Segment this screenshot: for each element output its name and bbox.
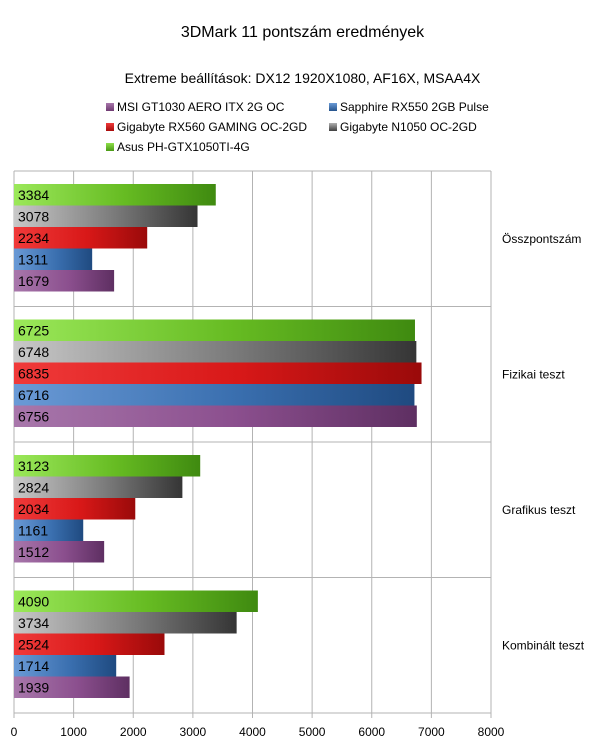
legend-swatch-icon xyxy=(329,103,337,111)
bar-value-label: 6748 xyxy=(18,344,49,360)
bar-value-label: 1161 xyxy=(18,522,48,538)
bar-value-label: 3384 xyxy=(18,187,49,203)
legend-item-msi-gt1030: MSI GT1030 AERO ITX 2G OC xyxy=(106,100,284,114)
bar-value-label: 2524 xyxy=(18,636,49,652)
x-tick-label: 8000 xyxy=(478,725,505,739)
bar xyxy=(14,341,417,363)
bar xyxy=(14,633,165,655)
x-tick-label: 2000 xyxy=(120,725,147,739)
bar xyxy=(14,362,422,384)
legend-swatch-icon xyxy=(329,123,337,131)
bar xyxy=(14,405,417,427)
bar xyxy=(14,655,117,677)
bar xyxy=(14,455,201,477)
category-label: Grafikus teszt xyxy=(502,503,576,517)
bar-value-label: 2824 xyxy=(18,479,49,495)
x-tick-label: 5000 xyxy=(299,725,326,739)
x-tick-label: 6000 xyxy=(358,725,385,739)
bar-value-label: 6756 xyxy=(18,408,49,424)
category-label: Összpontszám xyxy=(502,232,581,246)
legend-label: Sapphire RX550 2GB Pulse xyxy=(340,100,489,114)
bar-value-label: 6725 xyxy=(18,322,49,338)
x-tick-label: 4000 xyxy=(239,725,266,739)
bar xyxy=(14,590,258,612)
legend-label: Gigabyte RX560 GAMING OC-2GD xyxy=(117,120,308,134)
bar-value-label: 4090 xyxy=(18,593,49,609)
bar-value-label: 2234 xyxy=(18,230,49,246)
bar xyxy=(14,498,136,520)
bar xyxy=(14,541,105,563)
bar xyxy=(14,270,115,292)
category-label: Fizikai teszt xyxy=(502,367,565,381)
bar xyxy=(14,612,237,634)
bar xyxy=(14,319,415,341)
bar xyxy=(14,676,130,698)
bar-value-label: 3123 xyxy=(18,458,49,474)
legend-label: Gigabyte N1050 OC-2GD xyxy=(340,120,477,134)
x-tick-label: 0 xyxy=(11,725,18,739)
legend-item-asus-1050ti: Asus PH-GTX1050TI-4G xyxy=(106,140,250,154)
bar-value-label: 1311 xyxy=(18,251,48,267)
bar-value-label: 6716 xyxy=(18,387,49,403)
category-label: Kombinált teszt xyxy=(502,638,585,652)
bar-value-label: 2034 xyxy=(18,501,49,517)
legend-item-gigabyte-rx560: Gigabyte RX560 GAMING OC-2GD xyxy=(106,120,307,134)
legend-swatch-icon xyxy=(106,123,114,131)
chart-subtitle: Extreme beállítások: DX12 1920X1080, AF1… xyxy=(124,70,481,86)
bar xyxy=(14,227,148,249)
legend-item-gigabyte-n1050: Gigabyte N1050 OC-2GD xyxy=(329,120,477,134)
x-tick-label: 3000 xyxy=(180,725,207,739)
bar-value-label: 1512 xyxy=(18,544,49,560)
legend-item-sapphire-rx550: Sapphire RX550 2GB Pulse xyxy=(329,100,489,114)
bar-value-label: 1939 xyxy=(18,679,49,695)
x-tick-label: 1000 xyxy=(60,725,87,739)
legend-swatch-icon xyxy=(106,103,114,111)
legend-label: MSI GT1030 AERO ITX 2G OC xyxy=(117,100,285,114)
bar-value-label: 3078 xyxy=(18,208,49,224)
chart-title: 3DMark 11 pontszám eredmények xyxy=(180,24,425,41)
legend-label: Asus PH-GTX1050TI-4G xyxy=(117,140,250,154)
bar-value-label: 6835 xyxy=(18,365,49,381)
bar-value-label: 1714 xyxy=(18,658,49,674)
bar xyxy=(14,184,216,206)
legend-swatch-icon xyxy=(106,143,114,151)
bar xyxy=(14,384,415,406)
bar-value-label: 3734 xyxy=(18,615,49,631)
bar-value-label: 1679 xyxy=(18,273,49,289)
bar xyxy=(14,248,93,270)
bar xyxy=(14,476,183,498)
x-tick-label: 7000 xyxy=(418,725,445,739)
bar xyxy=(14,519,84,541)
bar xyxy=(14,205,198,227)
